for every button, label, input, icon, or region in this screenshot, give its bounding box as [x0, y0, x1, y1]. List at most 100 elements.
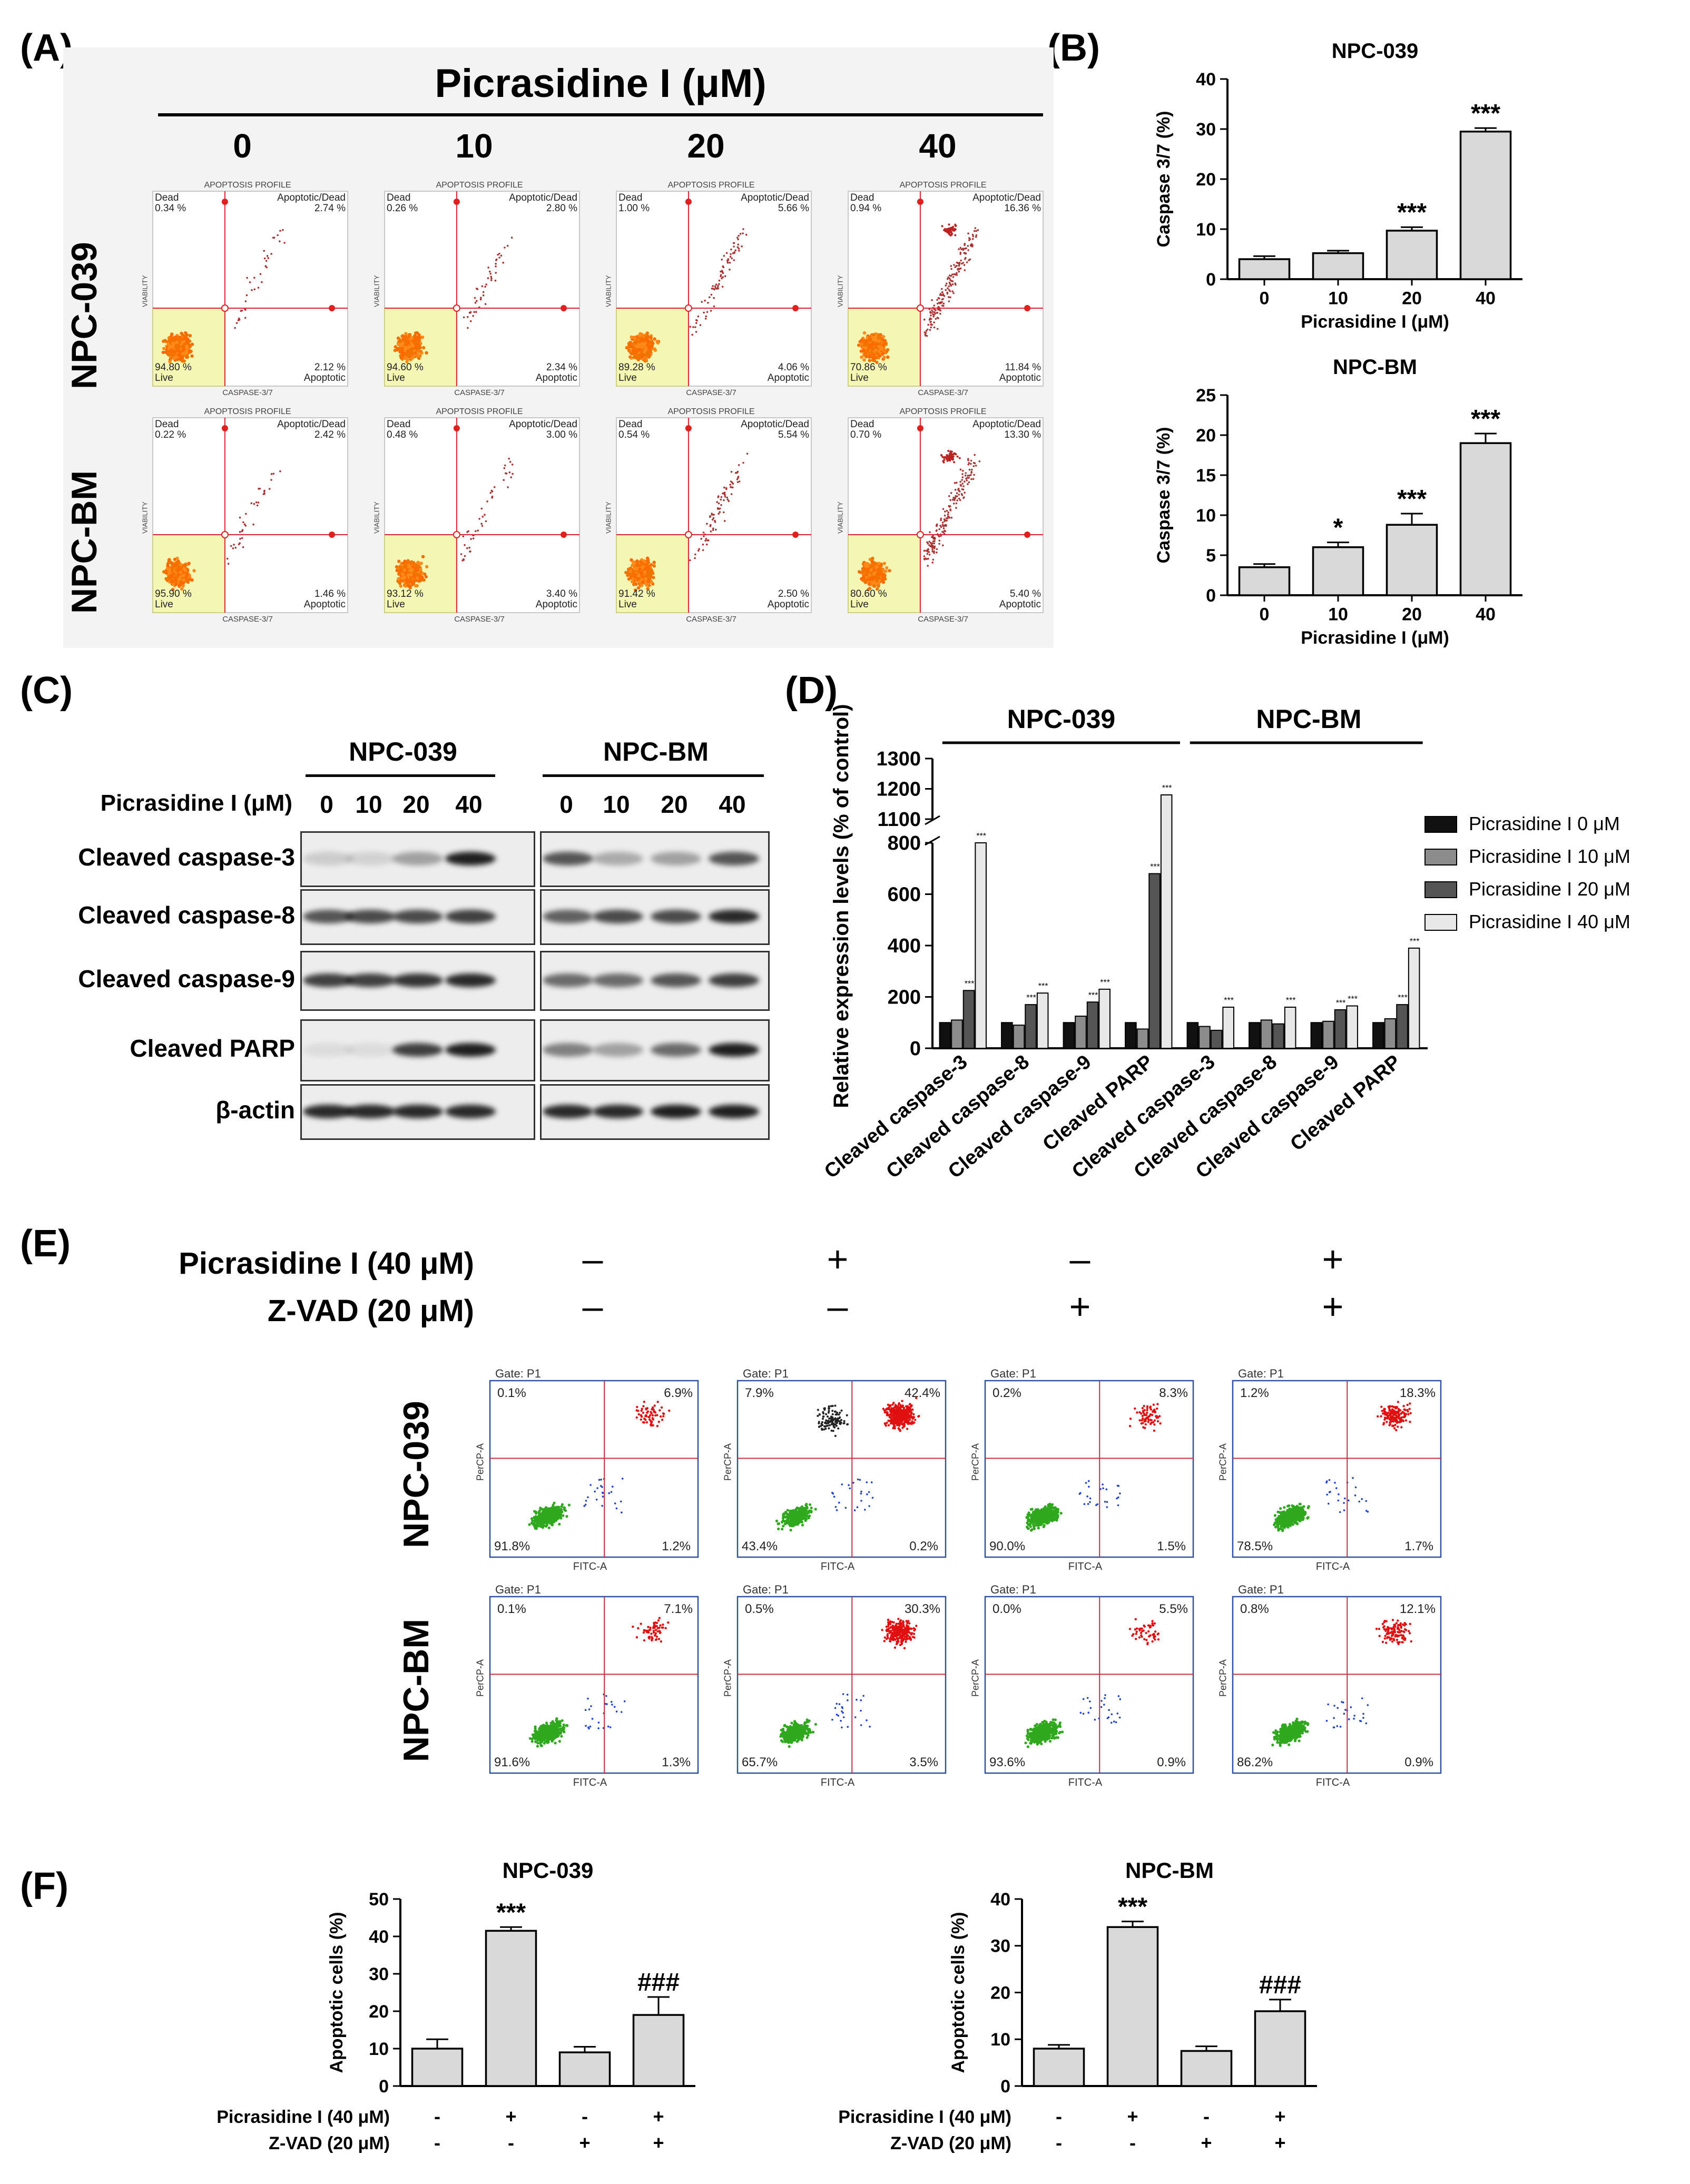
- apoptotic-dot: [730, 486, 732, 488]
- apoptotic-dot: [961, 483, 964, 485]
- apoptotic-dot: [945, 284, 947, 287]
- apoptotic-dot: [961, 479, 963, 481]
- live-label: Live: [387, 599, 405, 610]
- panel-e-treatment-1-label: Picrasidine I (40 μM): [179, 1246, 474, 1281]
- apoptotic-dot: [930, 312, 932, 314]
- live-dot: [182, 359, 186, 363]
- apoptotic-dot: [968, 468, 971, 471]
- bar: [1125, 1022, 1137, 1049]
- apoptotic-dot: [722, 276, 724, 278]
- y-tick-label: 800: [888, 832, 921, 854]
- live-value: 80.60 %: [850, 588, 887, 599]
- live-dot: [874, 336, 878, 340]
- apoptotic-dot: [226, 557, 229, 560]
- panel-c-blot-4-0: [300, 1084, 535, 1140]
- apoptotic-dot: [944, 514, 946, 517]
- apoptotic-dot: [732, 252, 734, 254]
- apoptotic-dot: [495, 272, 497, 274]
- apoptotic-dead-value: 2.42 %: [314, 429, 346, 440]
- live-dot: [162, 347, 166, 350]
- live-dot: [875, 342, 878, 346]
- apoptotic-dead-label: Apoptotic/Dead: [277, 192, 346, 203]
- live-dot: [421, 346, 426, 350]
- apoptotic-dot: [944, 525, 946, 527]
- protein-band: [303, 1043, 353, 1057]
- live-value: 94.60 %: [387, 362, 424, 373]
- apoptotic-dot: [256, 504, 259, 507]
- apoptotic-dot: [277, 234, 279, 237]
- live-dot: [176, 349, 180, 353]
- apoptotic-dot: [695, 322, 697, 324]
- apoptotic-dot: [723, 491, 726, 494]
- live-dot: [404, 563, 408, 567]
- apoptotic-dot: [713, 297, 715, 299]
- bar: [1272, 1023, 1284, 1049]
- live-dot: [405, 342, 408, 346]
- apoptotic-dot: [512, 473, 514, 475]
- apoptotic-dot: [510, 476, 512, 478]
- live-dot: [862, 575, 866, 579]
- gate-handle-right: [329, 532, 335, 538]
- apoptotic-dot: [718, 279, 721, 282]
- apoptotic-dot: [699, 324, 702, 326]
- live-value: 91.42 %: [618, 588, 655, 599]
- x-axis-label: CASPASE-3/7: [222, 388, 273, 397]
- apoptotic-dot: [249, 281, 251, 283]
- apoptotic-dot: [484, 303, 487, 305]
- live-value: 93.12 %: [387, 588, 424, 599]
- apoptotic-dot: [721, 286, 724, 288]
- panel-c-group-rule-1: [306, 774, 495, 777]
- apoptotic-dot: [959, 253, 961, 255]
- apoptotic-dead-label: Apoptotic/Dead: [509, 419, 577, 430]
- live-dot: [638, 334, 642, 338]
- x-tick-label: 20: [1402, 605, 1422, 625]
- apoptotic-dot: [931, 542, 934, 545]
- apoptotic-dot: [923, 555, 926, 557]
- x-axis-label: Picrasidine I (μM): [1301, 628, 1449, 648]
- significance-mark: ***: [1336, 999, 1346, 1008]
- gate-handle-top: [453, 199, 460, 205]
- live-dot: [168, 360, 172, 363]
- apoptotic-dot: [933, 542, 936, 545]
- live-dot: [416, 573, 420, 577]
- apoptotic-dot: [486, 500, 488, 503]
- live-label: Live: [387, 372, 405, 383]
- gate-handle-center: [453, 531, 460, 538]
- apoptotic-dot: [270, 479, 272, 481]
- protein-band: [445, 1043, 496, 1057]
- live-dot: [180, 587, 184, 591]
- apoptotic-dot: [951, 280, 954, 282]
- apoptotic-dot: [950, 265, 952, 267]
- apoptotic-dot: [283, 242, 286, 244]
- live-dot: [883, 577, 887, 581]
- apoptotic-dot: [268, 488, 271, 490]
- apoptotic-dot: [958, 268, 960, 270]
- apoptotic-dot: [244, 525, 247, 527]
- dead-cluster-dot: [952, 455, 955, 458]
- apoptotic-dot: [476, 300, 478, 302]
- apoptotic-dot: [481, 285, 484, 288]
- apoptotic-dot: [696, 319, 698, 322]
- apoptotic-dot: [970, 478, 972, 480]
- live-dot: [419, 562, 423, 565]
- apoptotic-dot: [263, 493, 266, 495]
- panel-e-cell-0-0: Gate: P1 0.1% 6.9% 91.8% 1.2% FITC-A PerCP-A: [474, 1367, 706, 1578]
- live-dot: [161, 350, 165, 355]
- apoptotic-dot: [963, 496, 965, 498]
- apoptotic-dot: [490, 276, 493, 278]
- apoptotic-dot: [731, 257, 733, 260]
- panel-a-plot-title: APOPTOSIS PROFILE: [899, 181, 987, 190]
- apoptotic-dot: [245, 513, 247, 515]
- apoptotic-dot: [927, 543, 929, 545]
- live-dot: [425, 565, 429, 568]
- apoptotic-dot: [944, 530, 947, 533]
- apoptotic-dot: [942, 544, 944, 547]
- apoptotic-dot: [469, 550, 471, 553]
- live-dot: [874, 562, 878, 566]
- apoptotic-dot: [972, 465, 975, 467]
- panel-label-d: (D): [785, 670, 838, 712]
- apoptotic-dot: [732, 242, 735, 244]
- apoptotic-dot: [472, 314, 474, 317]
- legend-label: Picrasidine I 20 μM: [1469, 878, 1630, 900]
- live-dot: [862, 343, 867, 347]
